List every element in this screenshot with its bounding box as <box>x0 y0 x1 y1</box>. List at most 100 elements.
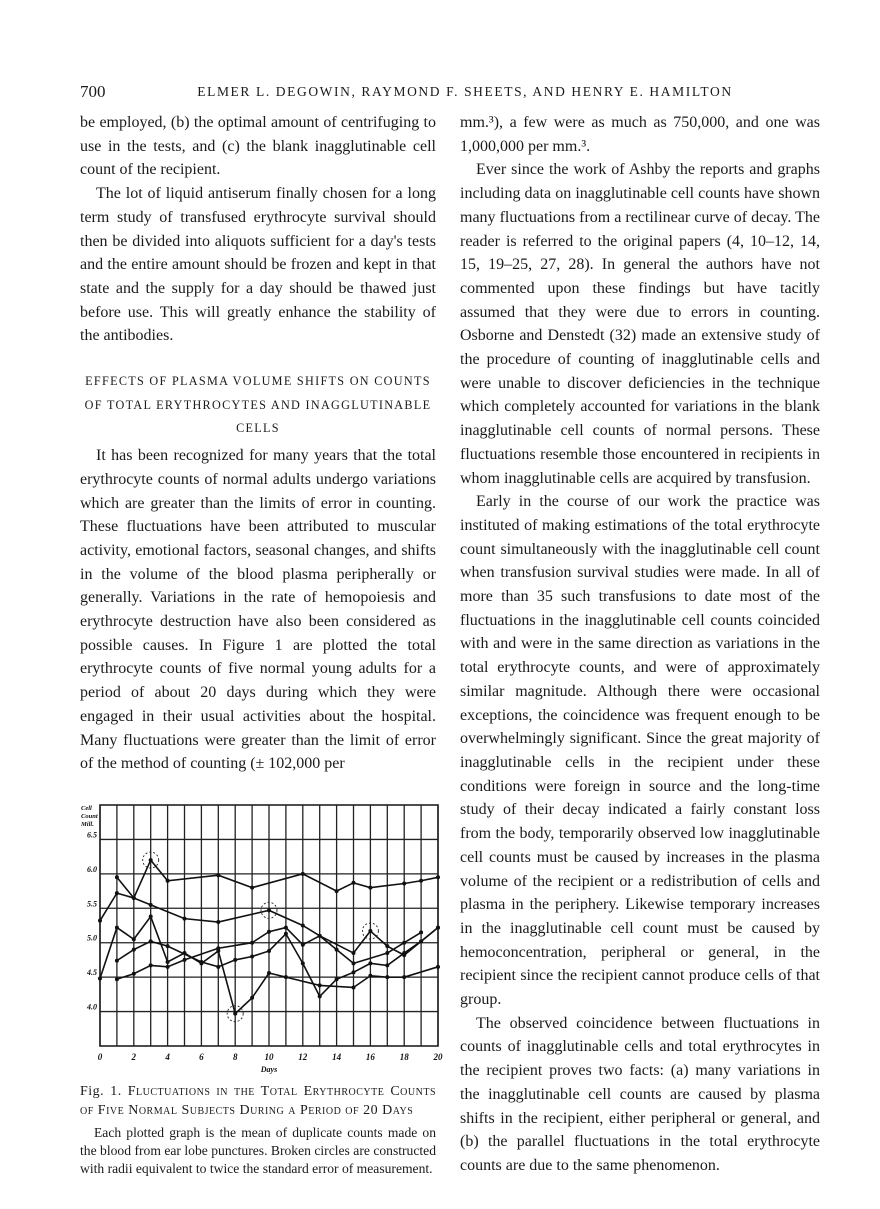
data-point <box>385 963 390 968</box>
data-point <box>317 994 322 999</box>
y-tick-label: 6.5 <box>87 830 97 839</box>
data-point <box>283 931 288 936</box>
x-tick-label: 18 <box>400 1052 410 1062</box>
x-tick-label: 16 <box>366 1052 376 1062</box>
data-point <box>148 902 153 907</box>
x-tick-label: 6 <box>199 1052 204 1062</box>
data-point <box>334 947 339 952</box>
data-point <box>148 939 153 944</box>
series-line-5 <box>116 926 422 980</box>
figure-note: Each plotted graph is the mean of duplic… <box>80 1124 436 1176</box>
right-column: mm.³), a few were as much as 750,000, an… <box>460 111 820 1178</box>
data-point <box>114 891 119 896</box>
x-tick-label: 8 <box>233 1052 238 1062</box>
data-point <box>148 914 153 919</box>
data-point <box>267 970 271 975</box>
data-point <box>283 975 288 980</box>
paragraph: Early in the course of our work the prac… <box>460 493 820 1009</box>
y-axis-label: Count <box>81 813 98 820</box>
x-tick-label: 10 <box>265 1052 275 1062</box>
data-point <box>385 975 390 980</box>
data-point <box>131 937 136 942</box>
data-point <box>233 957 238 962</box>
paragraph: The lot of liquid antiserum finally chos… <box>80 185 436 345</box>
paragraph: be employed, (b) the optimal amount of c… <box>80 114 436 179</box>
y-axis-label: Cell <box>81 805 92 812</box>
x-axis-label: Days <box>260 1065 277 1074</box>
data-point <box>351 951 356 956</box>
data-point <box>165 944 170 949</box>
paragraph: The observed coincidence between fluctua… <box>460 1014 820 1174</box>
data-point <box>148 963 153 968</box>
data-point <box>165 959 170 964</box>
x-tick-label: 2 <box>131 1052 137 1062</box>
page-number: 700 <box>80 82 106 101</box>
data-point <box>114 958 119 963</box>
data-point <box>267 908 271 913</box>
data-point <box>98 918 102 923</box>
error-circle <box>142 851 160 869</box>
data-point <box>351 985 356 990</box>
data-point <box>165 964 170 969</box>
series-line-4 <box>116 926 439 998</box>
data-point <box>182 957 187 962</box>
data-point <box>419 939 424 944</box>
x-tick-label: 20 <box>433 1052 444 1062</box>
running-header-authors: ELMER L. DEGOWIN, RAYMOND F. SHEETS, AND… <box>197 84 733 99</box>
data-point <box>283 925 288 930</box>
data-point <box>216 946 221 951</box>
data-point <box>250 885 255 890</box>
data-point <box>402 951 407 956</box>
x-tick-label: 12 <box>298 1052 308 1062</box>
data-point <box>385 944 390 949</box>
data-point <box>216 873 221 878</box>
data-point <box>131 895 136 900</box>
figure-1-chart: 4.0 4.5 5.0 5.5 6.0 6.5 0 2 4 6 8 10 12 14 16 18 20 Days C… <box>80 804 444 1074</box>
data-point <box>148 858 153 863</box>
data-point <box>114 875 119 880</box>
data-point <box>114 925 119 930</box>
data-point <box>436 964 440 969</box>
data-point <box>216 920 221 925</box>
data-point <box>436 875 440 880</box>
data-point <box>402 975 407 980</box>
data-point <box>267 929 271 934</box>
figure-label: Fig. 1. <box>80 1083 122 1099</box>
data-point <box>351 880 356 885</box>
x-tick-label: 4 <box>164 1052 170 1062</box>
y-tick-label: 5.5 <box>87 899 97 908</box>
error-circle <box>361 922 379 940</box>
x-tick-label: 0 <box>98 1052 103 1062</box>
data-point <box>317 933 322 938</box>
running-header: 700 ELMER L. DEGOWIN, RAYMOND F. SHEETS,… <box>80 82 820 104</box>
data-point <box>368 928 373 933</box>
data-point <box>368 961 373 966</box>
data-point <box>199 959 204 964</box>
data-point <box>351 961 356 966</box>
data-point <box>98 976 102 981</box>
data-point <box>300 871 305 876</box>
data-point <box>385 951 390 956</box>
data-point <box>419 878 424 883</box>
data-point <box>165 878 170 883</box>
series-line-1 <box>116 858 439 900</box>
figure-title: Fig. 1. Fluctuations in the Total Erythr… <box>80 1082 436 1120</box>
figure-title-text: Fluctuations in the Total Erythrocyte Co… <box>80 1083 437 1118</box>
data-point <box>436 925 440 930</box>
data-point <box>250 995 255 1000</box>
data-point <box>368 885 373 890</box>
data-point <box>402 940 407 945</box>
data-point <box>334 977 339 982</box>
y-tick-label: 6.0 <box>87 865 97 874</box>
paragraph: It has been recognized for many years th… <box>80 447 436 773</box>
y-tick-label: 4.0 <box>86 1003 97 1012</box>
data-point <box>317 983 322 988</box>
data-point <box>131 971 136 976</box>
data-point <box>114 977 119 982</box>
data-point <box>368 973 373 978</box>
data-point <box>300 923 305 928</box>
series-line-3 <box>99 914 439 1016</box>
data-point <box>250 954 255 959</box>
data-point <box>300 942 305 947</box>
error-circle <box>260 901 278 919</box>
